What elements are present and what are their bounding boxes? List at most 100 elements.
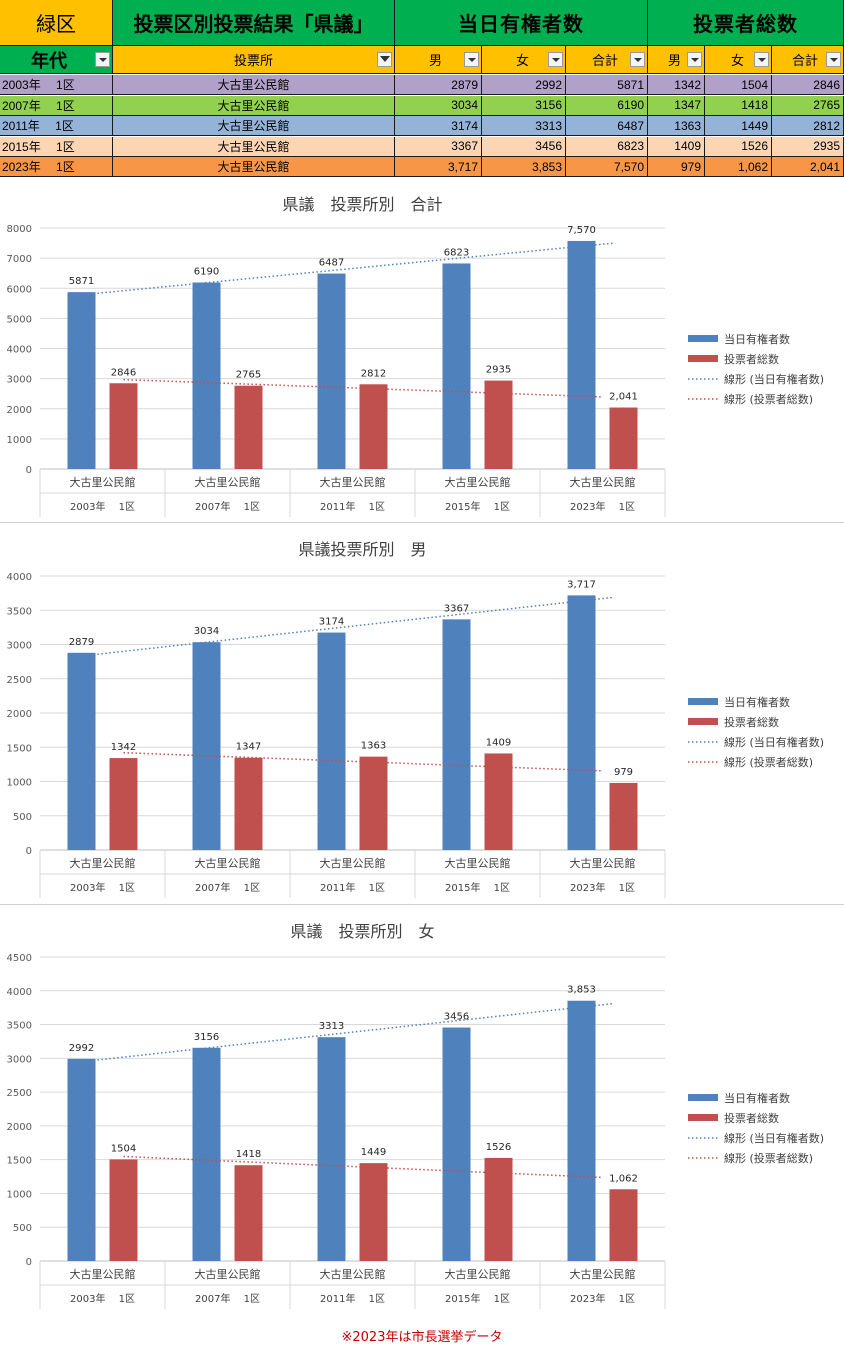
table-cell-vt[interactable]: 2846 [772, 75, 844, 95]
bar-voters[interactable] [109, 1159, 138, 1261]
table-cell-et[interactable]: 7,570 [566, 157, 648, 177]
voters-group-header[interactable]: 投票者総数 [648, 0, 844, 46]
polling-place-header[interactable]: 投票所 [113, 46, 395, 74]
table-cell-year[interactable]: 2015年 1区 [0, 136, 113, 157]
bar-eligible[interactable] [567, 595, 596, 850]
voters-male-header[interactable]: 男 [648, 46, 705, 74]
table-cell-vm[interactable]: 1409 [648, 136, 705, 157]
filter-dropdown-icon[interactable] [630, 52, 645, 67]
filter-dropdown-icon[interactable] [95, 52, 110, 67]
data-label: 3,717 [567, 579, 596, 590]
sheet-title-cell[interactable]: 投票区別投票結果「県議」 [113, 0, 395, 46]
eligible-male-header[interactable]: 男 [395, 46, 482, 74]
table-cell-vm[interactable]: 979 [648, 157, 705, 177]
bar-eligible[interactable] [67, 1058, 96, 1261]
table-cell-em[interactable]: 3367 [395, 136, 482, 157]
bar-voters[interactable] [234, 385, 263, 469]
legend-label: 投票者総数 [724, 1111, 779, 1125]
table-cell-ef[interactable]: 3456 [482, 136, 566, 157]
voters-total-header[interactable]: 合計 [772, 46, 844, 74]
table-cell-vm[interactable]: 1342 [648, 75, 705, 95]
bar-eligible[interactable] [67, 292, 96, 469]
table-cell-vf[interactable]: 1,062 [705, 157, 772, 177]
bar-eligible[interactable] [67, 652, 96, 850]
bar-eligible[interactable] [192, 642, 221, 850]
voters-female-header[interactable]: 女 [705, 46, 772, 74]
table-cell-place[interactable]: 大古里公民館 [113, 75, 395, 95]
table-cell-ef[interactable]: 3156 [482, 95, 566, 116]
table-cell-vt[interactable]: 2812 [772, 116, 844, 136]
table-cell-em[interactable]: 2879 [395, 75, 482, 95]
table-cell-year[interactable]: 2007年 1区 [0, 95, 113, 116]
district-cell[interactable]: 緑区 [0, 0, 113, 46]
filter-dropdown-icon[interactable] [464, 52, 479, 67]
eligible-group-header[interactable]: 当日有権者数 [395, 0, 648, 46]
bar-voters[interactable] [609, 782, 638, 850]
table-cell-et[interactable]: 6487 [566, 116, 648, 136]
bar-eligible[interactable] [317, 273, 346, 469]
table-cell-et[interactable]: 6190 [566, 95, 648, 116]
bar-voters[interactable] [484, 1157, 513, 1261]
bar-eligible[interactable] [317, 632, 346, 850]
category-label: 大古里公民館 [70, 856, 136, 870]
filter-dropdown-icon[interactable] [687, 52, 702, 67]
bar-voters[interactable] [234, 757, 263, 850]
table-cell-ef[interactable]: 3313 [482, 116, 566, 136]
table-cell-vt[interactable]: 2,041 [772, 157, 844, 177]
age-header[interactable]: 年代 [0, 46, 113, 74]
bar-voters[interactable] [484, 753, 513, 850]
table-cell-vm[interactable]: 1363 [648, 116, 705, 136]
table-cell-vt[interactable]: 2935 [772, 136, 844, 157]
table-cell-ef[interactable]: 3,853 [482, 157, 566, 177]
table-cell-year[interactable]: 2003年 1区 [0, 75, 113, 95]
table-cell-em[interactable]: 3034 [395, 95, 482, 116]
filter-dropdown-icon[interactable] [548, 52, 563, 67]
active-filter-icon[interactable] [377, 52, 392, 67]
table-cell-vm[interactable]: 1347 [648, 95, 705, 116]
table-cell-vf[interactable]: 1418 [705, 95, 772, 116]
table-cell-place[interactable]: 大古里公民館 [113, 95, 395, 116]
bar-voters[interactable] [359, 384, 388, 469]
bar-eligible[interactable] [192, 282, 221, 469]
bar-eligible[interactable] [567, 1000, 596, 1261]
table-cell-year[interactable]: 2023年 1区 [0, 157, 113, 177]
bar-voters[interactable] [609, 407, 638, 469]
bar-eligible[interactable] [192, 1047, 221, 1261]
bar-voters[interactable] [484, 380, 513, 469]
table-cell-vt[interactable]: 2765 [772, 95, 844, 116]
table-cell-place[interactable]: 大古里公民館 [113, 157, 395, 177]
table-cell-ef[interactable]: 2992 [482, 75, 566, 95]
eligible-total-header[interactable]: 合計 [566, 46, 648, 74]
table-cell-place[interactable]: 大古里公民館 [113, 116, 395, 136]
filter-dropdown-icon[interactable] [754, 52, 769, 67]
bar-eligible[interactable] [442, 1027, 471, 1261]
bar-eligible[interactable] [317, 1037, 346, 1261]
table-cell-year[interactable]: 2011年 1区 [0, 116, 113, 136]
bar-voters[interactable] [359, 1163, 388, 1261]
table-cell-et[interactable]: 5871 [566, 75, 648, 95]
table-cell-et[interactable]: 6823 [566, 136, 648, 157]
eligible-female-header[interactable]: 女 [482, 46, 566, 74]
bar-eligible[interactable] [567, 240, 596, 469]
bar-eligible[interactable] [442, 263, 471, 469]
bar-voters[interactable] [109, 758, 138, 850]
bar-voters[interactable] [359, 756, 388, 850]
chart-male[interactable]: 県議投票所別 男 0 500 1000 1500 2000 2500 3000 3500 4000… [0, 523, 844, 903]
chart-total[interactable]: 県議 投票所別 合計 0 1000 2000 3000 4000 5000 6000 7000 8… [0, 178, 844, 522]
table-cell-place[interactable]: 大古里公民館 [113, 136, 395, 157]
bar-voters[interactable] [109, 383, 138, 469]
filter-dropdown-icon[interactable] [826, 52, 841, 67]
table-cell-vf[interactable]: 1526 [705, 136, 772, 157]
bar-voters[interactable] [234, 1165, 263, 1261]
table-cell-em[interactable]: 3174 [395, 116, 482, 136]
chart-female[interactable]: 県議 投票所別 女 0 500 1000 1500 2000 2500 3000 3500 400… [0, 905, 844, 1317]
table-cell-vf[interactable]: 1504 [705, 75, 772, 95]
data-label: 3313 [319, 1021, 344, 1032]
bar-voters[interactable] [609, 1189, 638, 1261]
table-cell-em[interactable]: 3,717 [395, 157, 482, 177]
table-cell-vf[interactable]: 1449 [705, 116, 772, 136]
bar-eligible[interactable] [442, 619, 471, 850]
